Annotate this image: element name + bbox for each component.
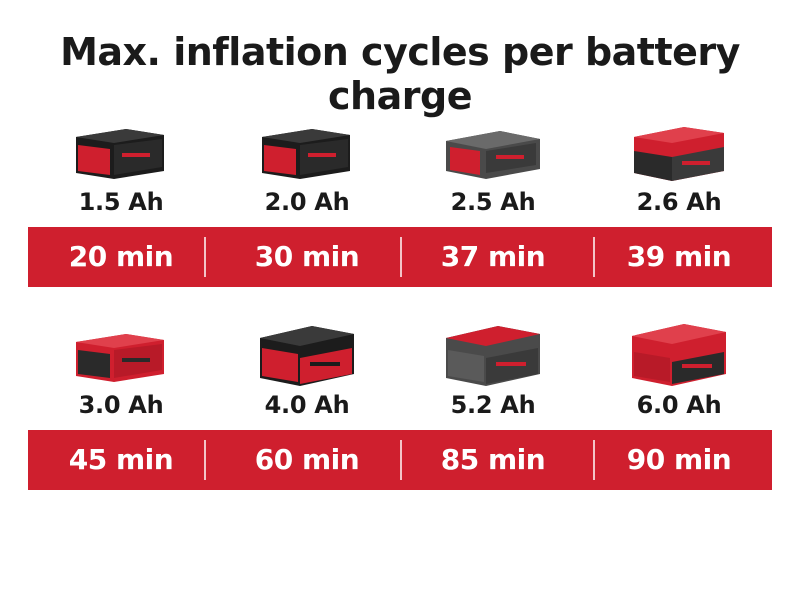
runtime-value: 37 min bbox=[440, 240, 546, 273]
battery-card: 2.6 Ah bbox=[586, 115, 772, 225]
battery-pack-icon bbox=[632, 324, 726, 386]
runtime-value: 90 min bbox=[626, 443, 732, 476]
runtime-value: 30 min bbox=[254, 240, 360, 273]
battery-row-2: 3.0 Ah 4.0 Ah 5.2 Ah bbox=[28, 318, 772, 490]
battery-card: 5.2 Ah bbox=[400, 318, 586, 428]
battery-capacity: 4.0 Ah bbox=[264, 391, 350, 419]
divider bbox=[204, 440, 206, 480]
runtime-value: 85 min bbox=[440, 443, 546, 476]
battery-row-1: 1.5 Ah 2.0 Ah 2.5 Ah bbox=[28, 115, 772, 287]
battery-capacity: 1.5 Ah bbox=[78, 188, 164, 216]
battery-pack-icon bbox=[76, 334, 164, 382]
battery-card: 2.0 Ah bbox=[214, 115, 400, 225]
battery-card: 6.0 Ah bbox=[586, 318, 772, 428]
battery-capacity: 2.0 Ah bbox=[264, 188, 350, 216]
runtime-value: 60 min bbox=[254, 443, 360, 476]
battery-pack-icon bbox=[76, 129, 164, 179]
battery-card: 1.5 Ah bbox=[28, 115, 214, 225]
battery-card: 4.0 Ah bbox=[214, 318, 400, 428]
divider bbox=[204, 237, 206, 277]
battery-card: 3.0 Ah bbox=[28, 318, 214, 428]
battery-pack-icon bbox=[446, 326, 540, 386]
battery-capacity: 2.6 Ah bbox=[636, 188, 722, 216]
battery-pack-icon bbox=[260, 326, 354, 386]
runtime-value: 20 min bbox=[68, 240, 174, 273]
divider bbox=[593, 440, 595, 480]
battery-card: 2.5 Ah bbox=[400, 115, 586, 225]
runtime-bar: 20 min 30 min 37 min 39 min bbox=[28, 227, 772, 287]
divider bbox=[593, 237, 595, 277]
battery-capacity: 3.0 Ah bbox=[78, 391, 164, 419]
runtime-value: 39 min bbox=[626, 240, 732, 273]
battery-capacity: 2.5 Ah bbox=[450, 188, 536, 216]
runtime-bar: 45 min 60 min 85 min 90 min bbox=[28, 430, 772, 490]
battery-pack-icon bbox=[446, 131, 540, 179]
divider bbox=[400, 237, 402, 277]
divider bbox=[400, 440, 402, 480]
battery-pack-icon bbox=[634, 127, 724, 181]
battery-capacity: 6.0 Ah bbox=[636, 391, 722, 419]
battery-pack-icon bbox=[262, 129, 350, 179]
page-title: Max. inflation cycles per battery charge bbox=[60, 30, 740, 118]
runtime-value: 45 min bbox=[68, 443, 174, 476]
battery-capacity: 5.2 Ah bbox=[450, 391, 536, 419]
